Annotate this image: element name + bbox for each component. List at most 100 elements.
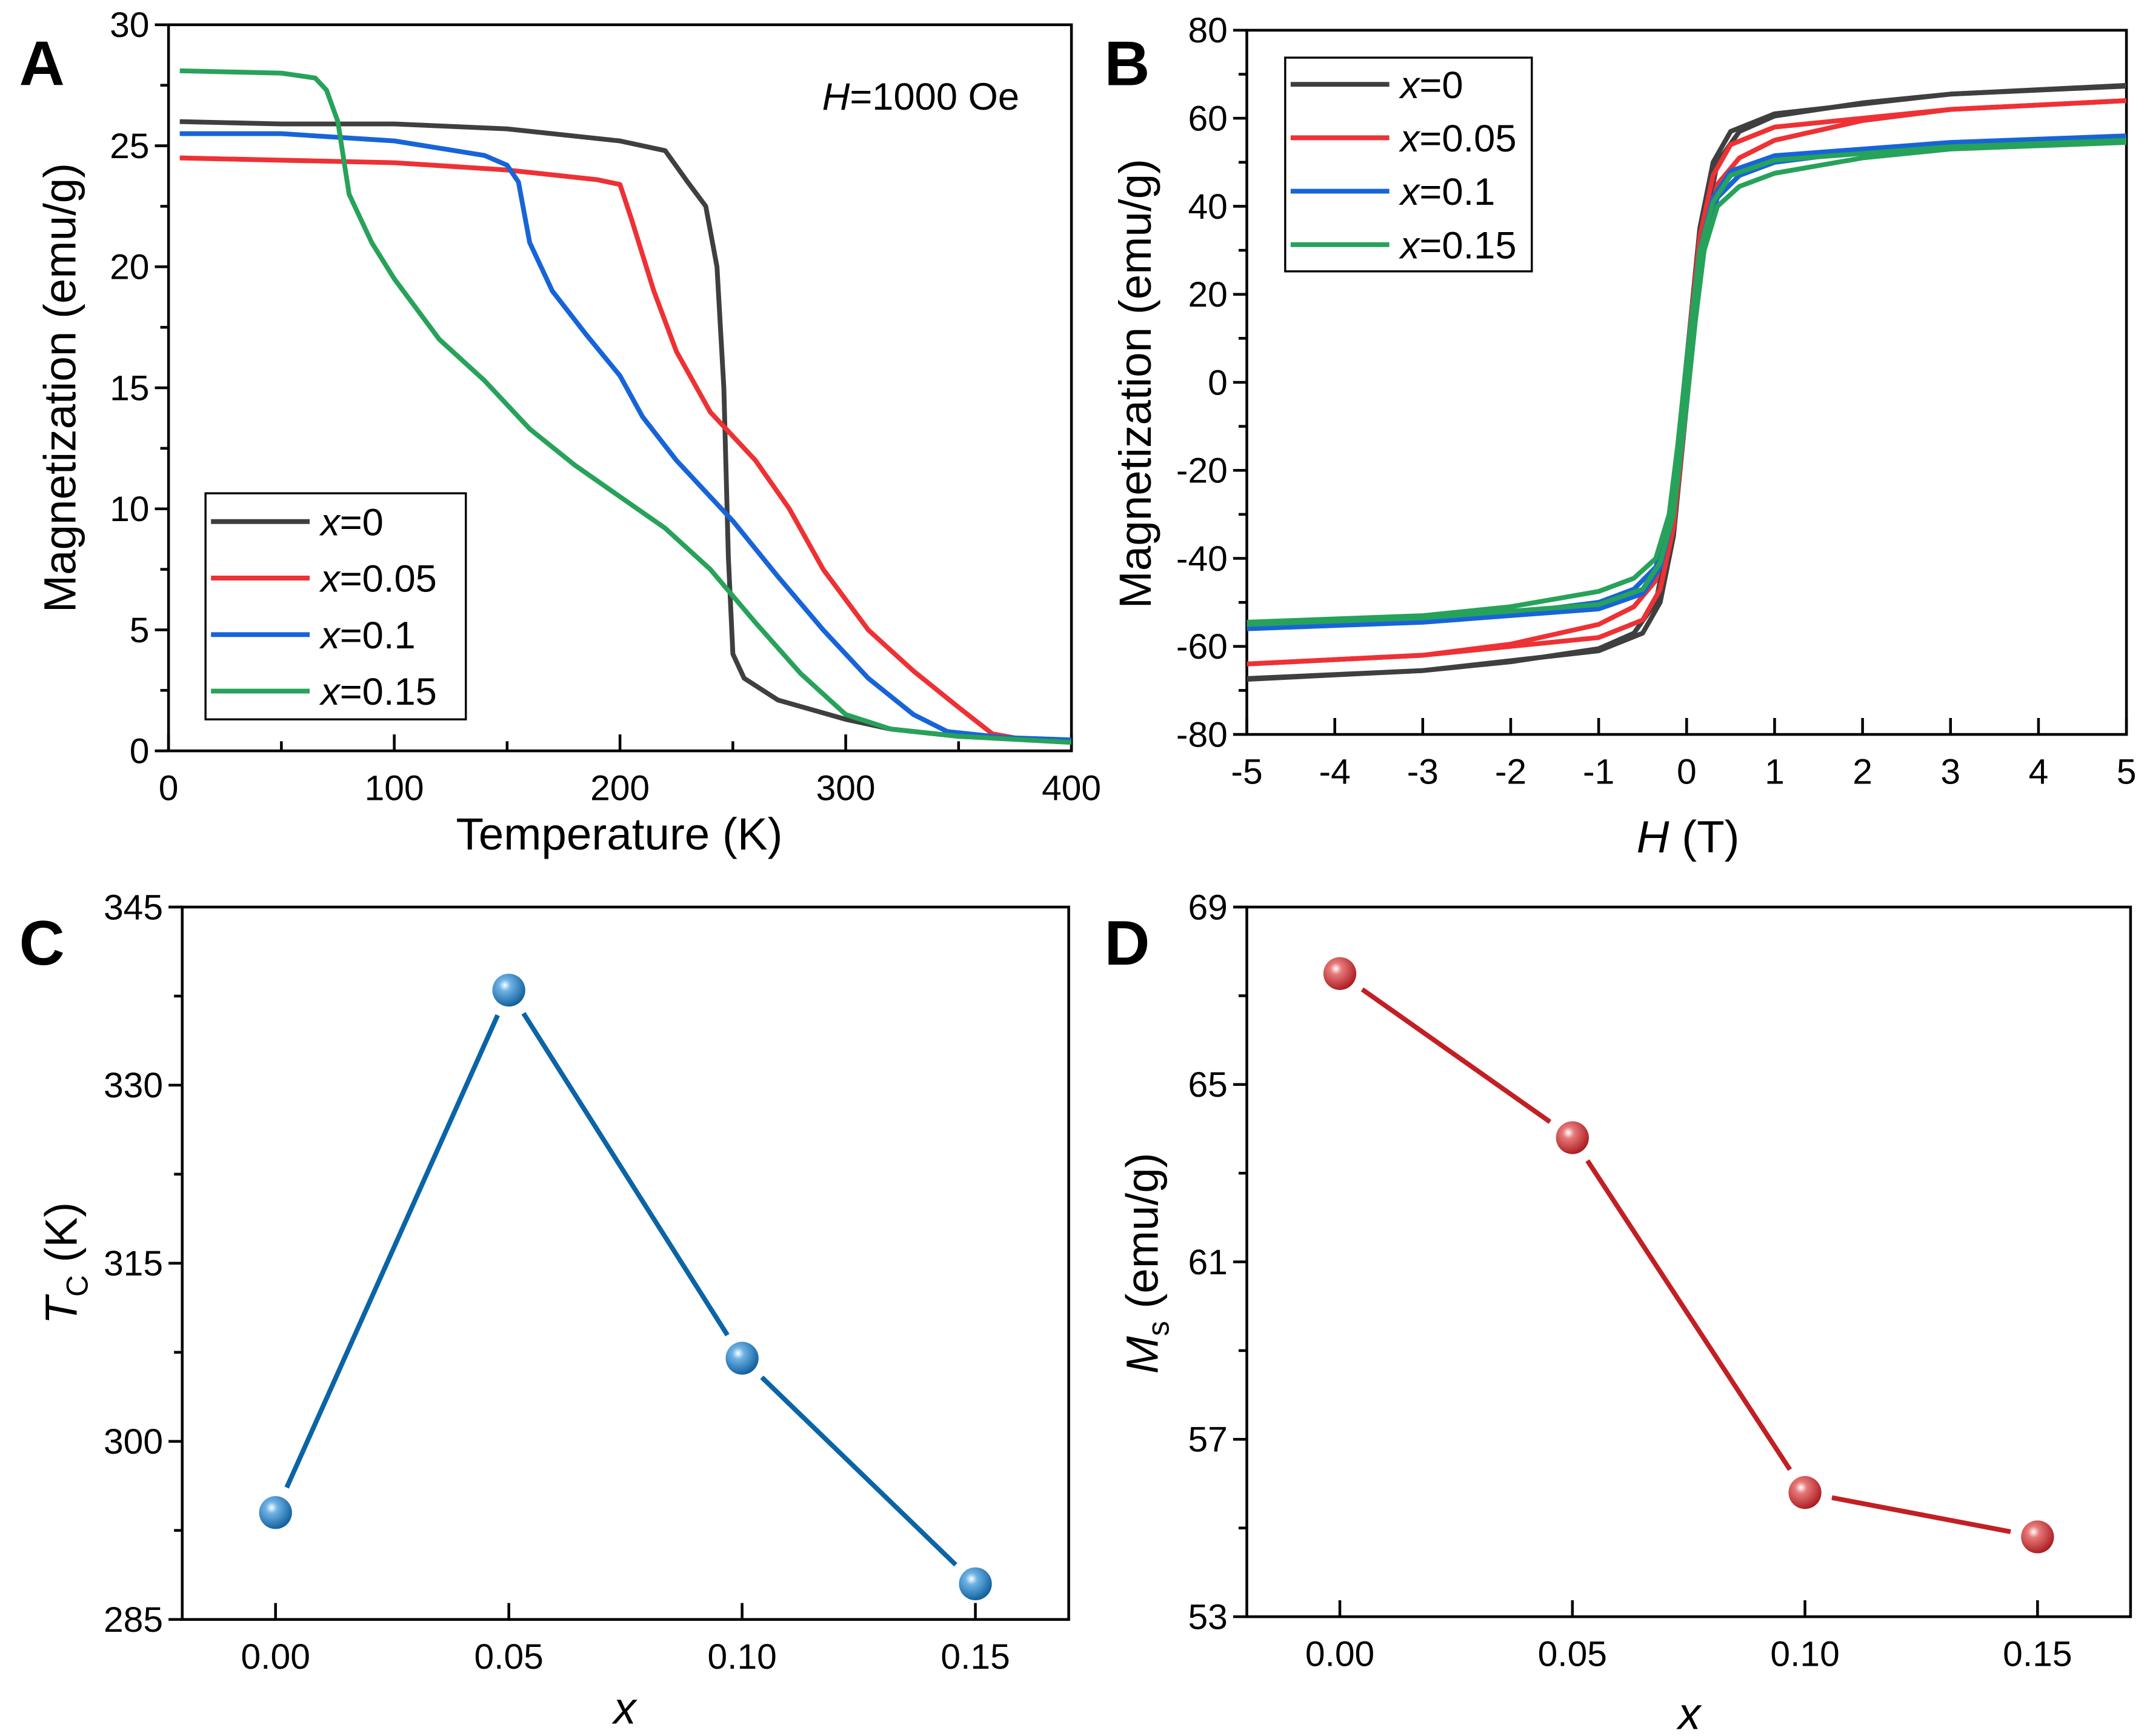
data-point — [1323, 957, 1357, 990]
y-tick-label: 20 — [1188, 275, 1227, 314]
series-segment — [1360, 987, 1552, 1124]
legend-var: x — [319, 501, 341, 544]
y-tick-label: -80 — [1176, 715, 1228, 754]
legend-var: x — [319, 671, 341, 713]
y-tick-label: 0 — [130, 732, 150, 771]
y-tick-label: 285 — [104, 1600, 163, 1640]
panel-label: D — [1104, 908, 1150, 979]
panel-label: A — [19, 28, 65, 99]
legend-value: =0.15 — [340, 671, 437, 713]
legend-entry: x=0.05 — [1399, 118, 1517, 160]
x-tick-label: 5 — [2117, 752, 2137, 791]
x-tick-label: 4 — [2029, 752, 2049, 791]
x-tick-label: -1 — [1583, 752, 1614, 791]
y-tick-label: 53 — [1188, 1597, 1227, 1637]
x-axis-var: H — [1637, 811, 1669, 862]
x-tick-label: 0.05 — [1538, 1635, 1607, 1674]
y-tick-label: 330 — [104, 1066, 163, 1105]
legend-entry: x=0.1 — [1399, 171, 1496, 213]
legend-value: =0 — [1419, 64, 1463, 107]
x-tick-label: 0 — [159, 769, 179, 808]
annotation-var: H — [822, 76, 850, 118]
x-tick-label: 0.00 — [241, 1637, 310, 1677]
x-tick-label: 2 — [1852, 752, 1872, 791]
legend-value: =0.05 — [340, 558, 437, 600]
panel-label: C — [19, 908, 65, 979]
x-axis-label: H (T) — [1637, 811, 1740, 862]
legend-box — [1284, 56, 1533, 273]
series-line — [179, 119, 1072, 744]
legend-entry: x=0 — [319, 501, 384, 544]
legend: x=0x=0.05x=0.1x=0.15 — [204, 492, 467, 720]
y-tick-label: 40 — [1188, 187, 1227, 227]
x-tick-label: -5 — [1231, 752, 1262, 791]
legend-value: =0 — [340, 501, 384, 544]
x-axis-label: Temperature (K) — [456, 808, 782, 859]
y-tick-label: -40 — [1176, 539, 1228, 579]
y-tick-label: -60 — [1176, 627, 1228, 667]
x-tick-label: 200 — [590, 769, 650, 808]
panel-d: D 0.00 0.05 0.10 0.15 53 57 61 65 69 x Ms (emu/g) — [1104, 888, 2132, 1736]
y-tick-label: 80 — [1188, 11, 1227, 50]
x-tick-label: 0 — [1677, 752, 1697, 791]
series-segment — [284, 1014, 500, 1489]
x-tick-label: -4 — [1319, 752, 1351, 791]
data-point — [2021, 1520, 2054, 1554]
legend-entry: x=0 — [1399, 64, 1463, 107]
legend-var: x — [1399, 224, 1421, 267]
y-tick-label: 0 — [1208, 363, 1228, 402]
y-tick-label: 20 — [110, 248, 149, 287]
legend-var: x — [1399, 64, 1421, 107]
legend-value: =0.05 — [1419, 118, 1516, 160]
y-axis-label: Magnetization (emu/g) — [1110, 159, 1160, 608]
x-axis-unit: (T) — [1669, 811, 1740, 862]
y-tick-label: 69 — [1188, 888, 1227, 927]
y-axis-label: Magnetization (emu/g) — [34, 163, 85, 613]
series-segment — [1831, 1495, 2011, 1534]
y-tick-label: 61 — [1188, 1243, 1227, 1282]
panel-label: B — [1104, 28, 1150, 99]
legend-var: x — [1399, 118, 1421, 160]
data-point — [959, 1567, 992, 1601]
legend-value: =0.1 — [340, 614, 416, 657]
x-tick-label: 100 — [365, 769, 424, 808]
data-point — [492, 973, 525, 1007]
x-tick-label: 3 — [1940, 752, 1960, 791]
x-tick-label: 400 — [1042, 769, 1101, 808]
data-point — [259, 1496, 292, 1529]
legend-entry: x=0.1 — [319, 614, 416, 657]
legend-value: =0.15 — [1419, 224, 1516, 267]
series-line — [179, 155, 1072, 745]
legend-var: x — [319, 558, 341, 600]
y-tick-label: -20 — [1176, 451, 1228, 491]
data-point — [725, 1342, 759, 1375]
y-axis-subscript: C — [61, 1275, 95, 1297]
legend-box — [204, 492, 467, 720]
field-annotation: H=1000 Oe — [822, 76, 1020, 118]
data-point — [1556, 1121, 1589, 1154]
x-tick-label: 1 — [1765, 752, 1785, 791]
y-tick-label: 60 — [1188, 99, 1227, 139]
x-axis-label: x — [611, 1682, 637, 1733]
series-line-return-branch — [1247, 138, 2127, 625]
y-tick-label: 300 — [104, 1422, 163, 1462]
legend-entry: x=0.15 — [319, 671, 437, 713]
y-tick-label: 345 — [104, 888, 163, 927]
y-tick-label: 30 — [110, 5, 149, 45]
y-tick-label: 25 — [110, 127, 149, 166]
plot-frame — [181, 905, 1070, 1621]
series-line — [179, 131, 1072, 743]
legend-entry: x=0.05 — [319, 558, 437, 600]
legend-entry: x=0.15 — [1399, 224, 1517, 267]
y-tick-label: 10 — [110, 490, 149, 529]
series-line — [1247, 140, 2127, 627]
panel-a: A 0 100 200 300 400 0 5 10 15 20 25 30 Temperature (K… — [19, 5, 1101, 859]
y-axis-unit: (emu/g) — [1117, 1152, 1168, 1321]
series-segment — [521, 1012, 730, 1337]
y-axis-subscript: s — [1142, 1321, 1176, 1336]
y-axis-label: TC (K) — [36, 1202, 95, 1325]
x-tick-label: -2 — [1495, 752, 1526, 791]
x-tick-label: 0.05 — [474, 1637, 543, 1677]
